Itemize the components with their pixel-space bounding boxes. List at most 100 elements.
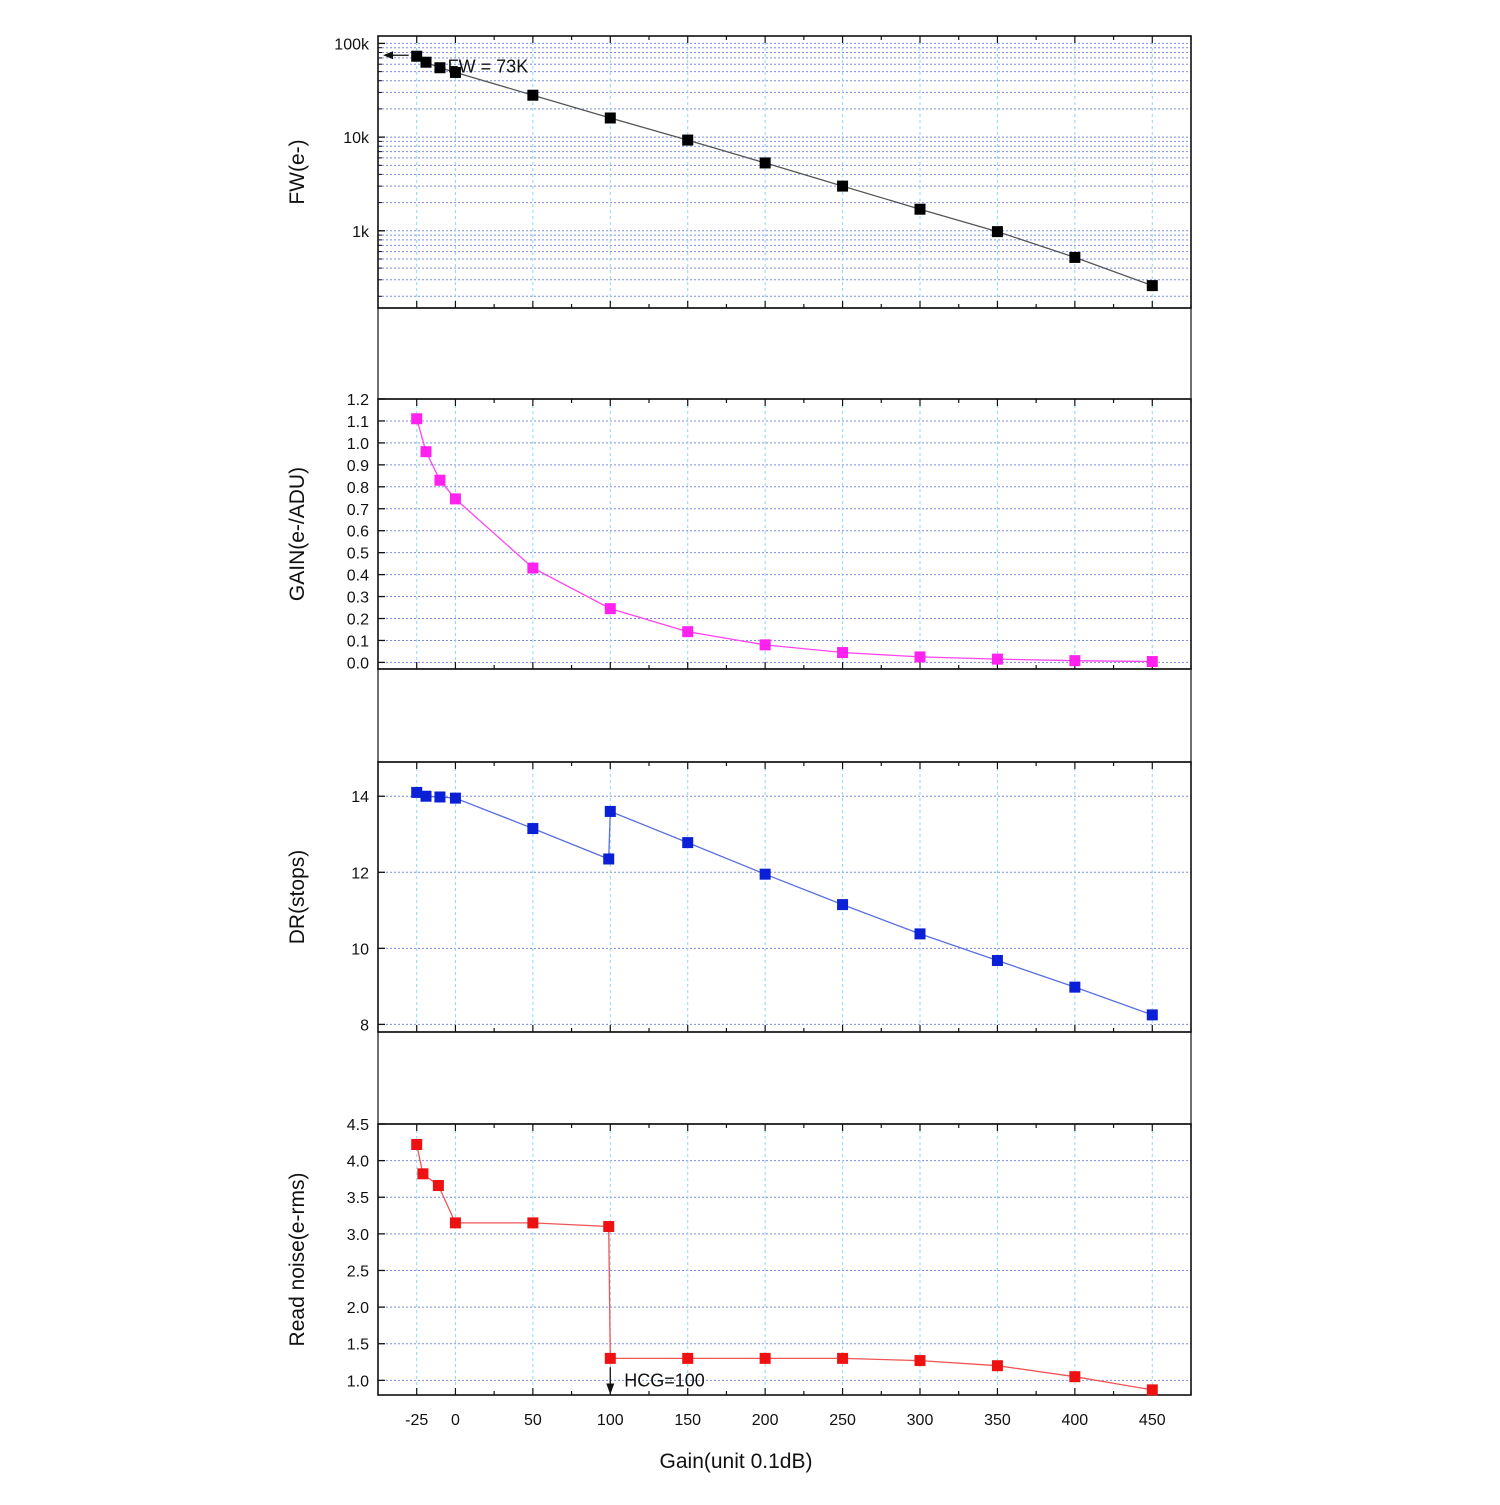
x-tick-label: 450 xyxy=(1139,1412,1166,1429)
x-tick-label: 0 xyxy=(451,1412,460,1429)
data-point xyxy=(420,56,432,68)
data-point xyxy=(682,1352,694,1364)
data-point xyxy=(759,868,771,880)
x-tick-label: 50 xyxy=(524,1412,542,1429)
y-tick-label: 2.0 xyxy=(347,1300,369,1317)
y-tick-label: 1k xyxy=(352,224,370,241)
spacer-frame-2 xyxy=(377,668,1192,763)
y-tick-label: 10k xyxy=(343,130,370,147)
panel-dr: 8 10 12 14 DR(stops) xyxy=(286,761,1192,1034)
x-tick-label: 400 xyxy=(1062,1412,1089,1429)
y-axis-title: GAIN(e-/ADU) xyxy=(286,467,309,601)
y-tick-label: 1.2 xyxy=(347,392,369,409)
data-point xyxy=(432,1180,444,1192)
y-tick-label: 0.1 xyxy=(347,633,369,650)
series-line xyxy=(416,418,1153,663)
y-tick-label: 0.6 xyxy=(347,524,369,541)
y-tick-label: 1.0 xyxy=(347,436,369,453)
y-axis-title: DR(stops) xyxy=(286,850,309,945)
y-tick-label: 100k xyxy=(334,36,370,53)
annotation-arrow-head xyxy=(383,51,394,60)
data-point xyxy=(603,1221,615,1233)
data-point xyxy=(604,603,616,615)
y-tick-label: 0.4 xyxy=(347,568,369,585)
y-tick-label: 0.2 xyxy=(347,612,369,629)
data-point xyxy=(682,837,694,849)
data-point xyxy=(759,1352,771,1364)
y-tick-label: 3.0 xyxy=(347,1227,369,1244)
x-tick-label: 150 xyxy=(674,1412,701,1429)
data-point xyxy=(420,446,432,458)
y-tick-label: 4.0 xyxy=(347,1154,369,1171)
x-tick-label: 200 xyxy=(752,1412,779,1429)
y-axis-title: FW(e-) xyxy=(286,139,309,204)
series-line xyxy=(416,791,1153,1016)
data-point xyxy=(604,1352,616,1364)
data-point xyxy=(449,493,461,505)
plot-frame xyxy=(377,761,1192,1033)
data-point xyxy=(759,157,771,169)
data-point xyxy=(1146,1384,1158,1396)
y-tick-label: 14 xyxy=(351,789,369,806)
plot-frame xyxy=(377,398,1192,670)
spacer-frame-1 xyxy=(377,307,1192,400)
data-point xyxy=(434,474,446,486)
data-point xyxy=(417,1168,429,1180)
plot-frame xyxy=(377,35,1192,309)
data-point xyxy=(914,651,926,663)
data-point xyxy=(411,786,423,798)
plot-frame xyxy=(377,1123,1192,1396)
data-point xyxy=(837,1352,849,1364)
annotation-arrow-head xyxy=(606,1383,615,1395)
x-tick-label: 300 xyxy=(907,1412,934,1429)
spacer-frame-3 xyxy=(377,1031,1192,1125)
x-axis-title: Gain(unit 0.1dB) xyxy=(660,1450,813,1473)
data-point xyxy=(1069,251,1081,263)
data-point xyxy=(914,928,926,940)
x-tick-label: -25 xyxy=(405,1412,428,1429)
data-point xyxy=(527,1217,539,1229)
y-tick-label: 1.5 xyxy=(347,1337,369,1354)
panel-fw: 1k 10k 100k FW(e-) FW = 73K xyxy=(286,35,1192,309)
data-point xyxy=(837,647,849,659)
y-tick-label: 4.5 xyxy=(347,1117,369,1134)
y-tick-label: 10 xyxy=(351,941,369,958)
data-point xyxy=(682,626,694,638)
data-point xyxy=(434,62,446,74)
data-point xyxy=(449,792,461,804)
annotation-label: FW = 73K xyxy=(448,56,529,76)
data-point xyxy=(411,413,423,425)
y-tick-label: 0.0 xyxy=(347,655,369,672)
data-point xyxy=(603,853,615,865)
data-point xyxy=(604,805,616,817)
data-point xyxy=(1146,280,1158,292)
panel-read_noise: 1.0 1.5 2.0 2.5 3.0 3.5 4.0 4.5 Read noise(e-rms… xyxy=(286,1117,1192,1429)
y-tick-label: 1.1 xyxy=(347,414,369,431)
data-point xyxy=(991,226,1003,238)
series-line xyxy=(416,1144,1153,1391)
x-tick-label: 250 xyxy=(829,1412,856,1429)
data-point xyxy=(1146,1009,1158,1021)
data-point xyxy=(527,89,539,101)
data-point xyxy=(837,899,849,911)
y-tick-label: 0.3 xyxy=(347,590,369,607)
data-point xyxy=(1146,656,1158,668)
y-tick-label: 8 xyxy=(360,1017,369,1034)
data-point xyxy=(1069,655,1081,667)
y-tick-label: 0.8 xyxy=(347,480,369,497)
data-point xyxy=(914,1355,926,1367)
data-point xyxy=(420,790,432,802)
annotation-label: HCG=100 xyxy=(624,1370,705,1390)
data-point xyxy=(991,1360,1003,1372)
data-point xyxy=(759,639,771,651)
panel-gain: 0.0 0.1 0.2 0.3 0.4 0.5 0.6 0.7 0.8 0.9 1.0 1.1 1.2 G… xyxy=(286,392,1192,672)
y-axis-title: Read noise(e-rms) xyxy=(286,1173,309,1347)
data-point xyxy=(434,791,446,803)
data-point xyxy=(449,1217,461,1229)
x-tick-label: 350 xyxy=(984,1412,1011,1429)
y-tick-label: 0.5 xyxy=(347,546,369,563)
y-tick-label: 0.7 xyxy=(347,502,369,519)
data-point xyxy=(991,653,1003,665)
